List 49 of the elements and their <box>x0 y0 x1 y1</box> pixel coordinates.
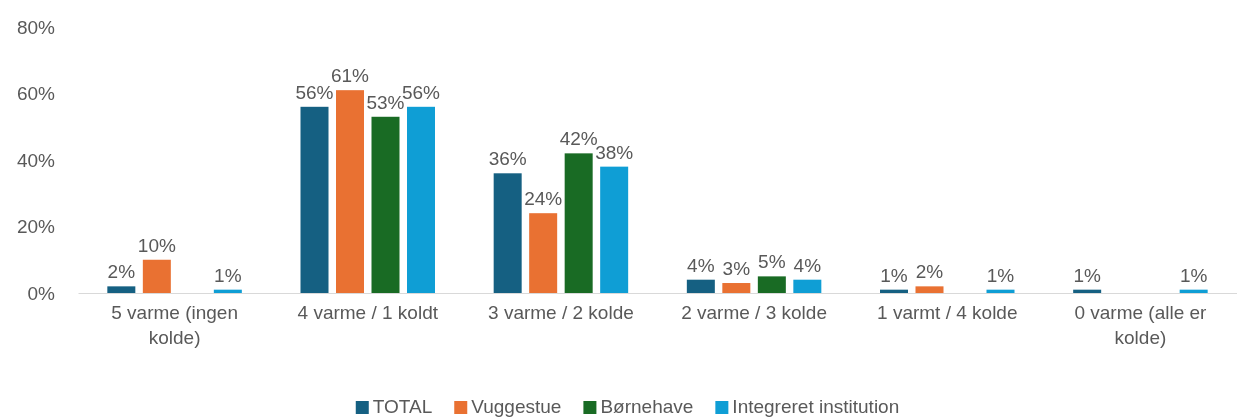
legend-label: Integreret institution <box>732 396 900 417</box>
bar <box>371 116 400 293</box>
data-label: 2% <box>107 261 136 283</box>
y-tick-label: 40% <box>16 149 56 171</box>
bar <box>564 153 593 293</box>
bar <box>686 279 715 293</box>
y-tick-label: 20% <box>16 216 56 238</box>
bar <box>1073 289 1102 293</box>
data-label: 5% <box>758 251 786 273</box>
x-tick-label: 1 varmt / 4 kolde <box>877 301 1018 323</box>
bar <box>757 276 786 293</box>
bar <box>600 166 629 293</box>
bar <box>880 289 908 293</box>
x-tick-label: 3 varme / 2 kolde <box>488 301 634 323</box>
data-label: 1% <box>214 264 242 286</box>
data-label: 10% <box>137 234 176 256</box>
bar <box>722 283 751 293</box>
y-tick-label: 0% <box>27 282 56 304</box>
bar <box>793 279 822 293</box>
data-label: 4% <box>687 254 715 276</box>
y-tick-label: 80% <box>16 16 56 38</box>
bar <box>915 286 944 293</box>
data-label: 1% <box>986 264 1015 286</box>
bar <box>986 289 1015 293</box>
bar <box>336 90 364 293</box>
x-tick-label: 2 varme / 3 kolde <box>681 301 827 323</box>
bar <box>142 259 171 293</box>
data-label: 4% <box>793 254 822 276</box>
bar <box>300 106 329 293</box>
data-label: 1% <box>1073 264 1101 286</box>
data-label: 1% <box>880 264 908 286</box>
data-label: 1% <box>1179 264 1208 286</box>
bar <box>213 289 242 293</box>
y-tick-label: 60% <box>16 83 56 105</box>
data-label: 24% <box>524 188 563 210</box>
data-label: 3% <box>722 258 751 280</box>
data-label: 2% <box>915 261 944 283</box>
legend-label: Børnehave <box>600 396 694 417</box>
bar <box>493 173 522 293</box>
x-tick-label: 5 varme (ingen kolde) <box>111 301 238 348</box>
bar <box>107 286 136 293</box>
x-tick-label: 4 varme / 1 koldt <box>297 301 439 323</box>
legend-label: Vuggestue <box>471 396 562 417</box>
bar <box>1179 289 1208 293</box>
x-tick-label: 0 varme (alle er kolde) <box>1074 301 1208 348</box>
data-label: 36% <box>488 148 527 170</box>
legend-label: TOTAL <box>372 396 433 417</box>
bar <box>529 213 558 293</box>
bar <box>407 106 435 293</box>
